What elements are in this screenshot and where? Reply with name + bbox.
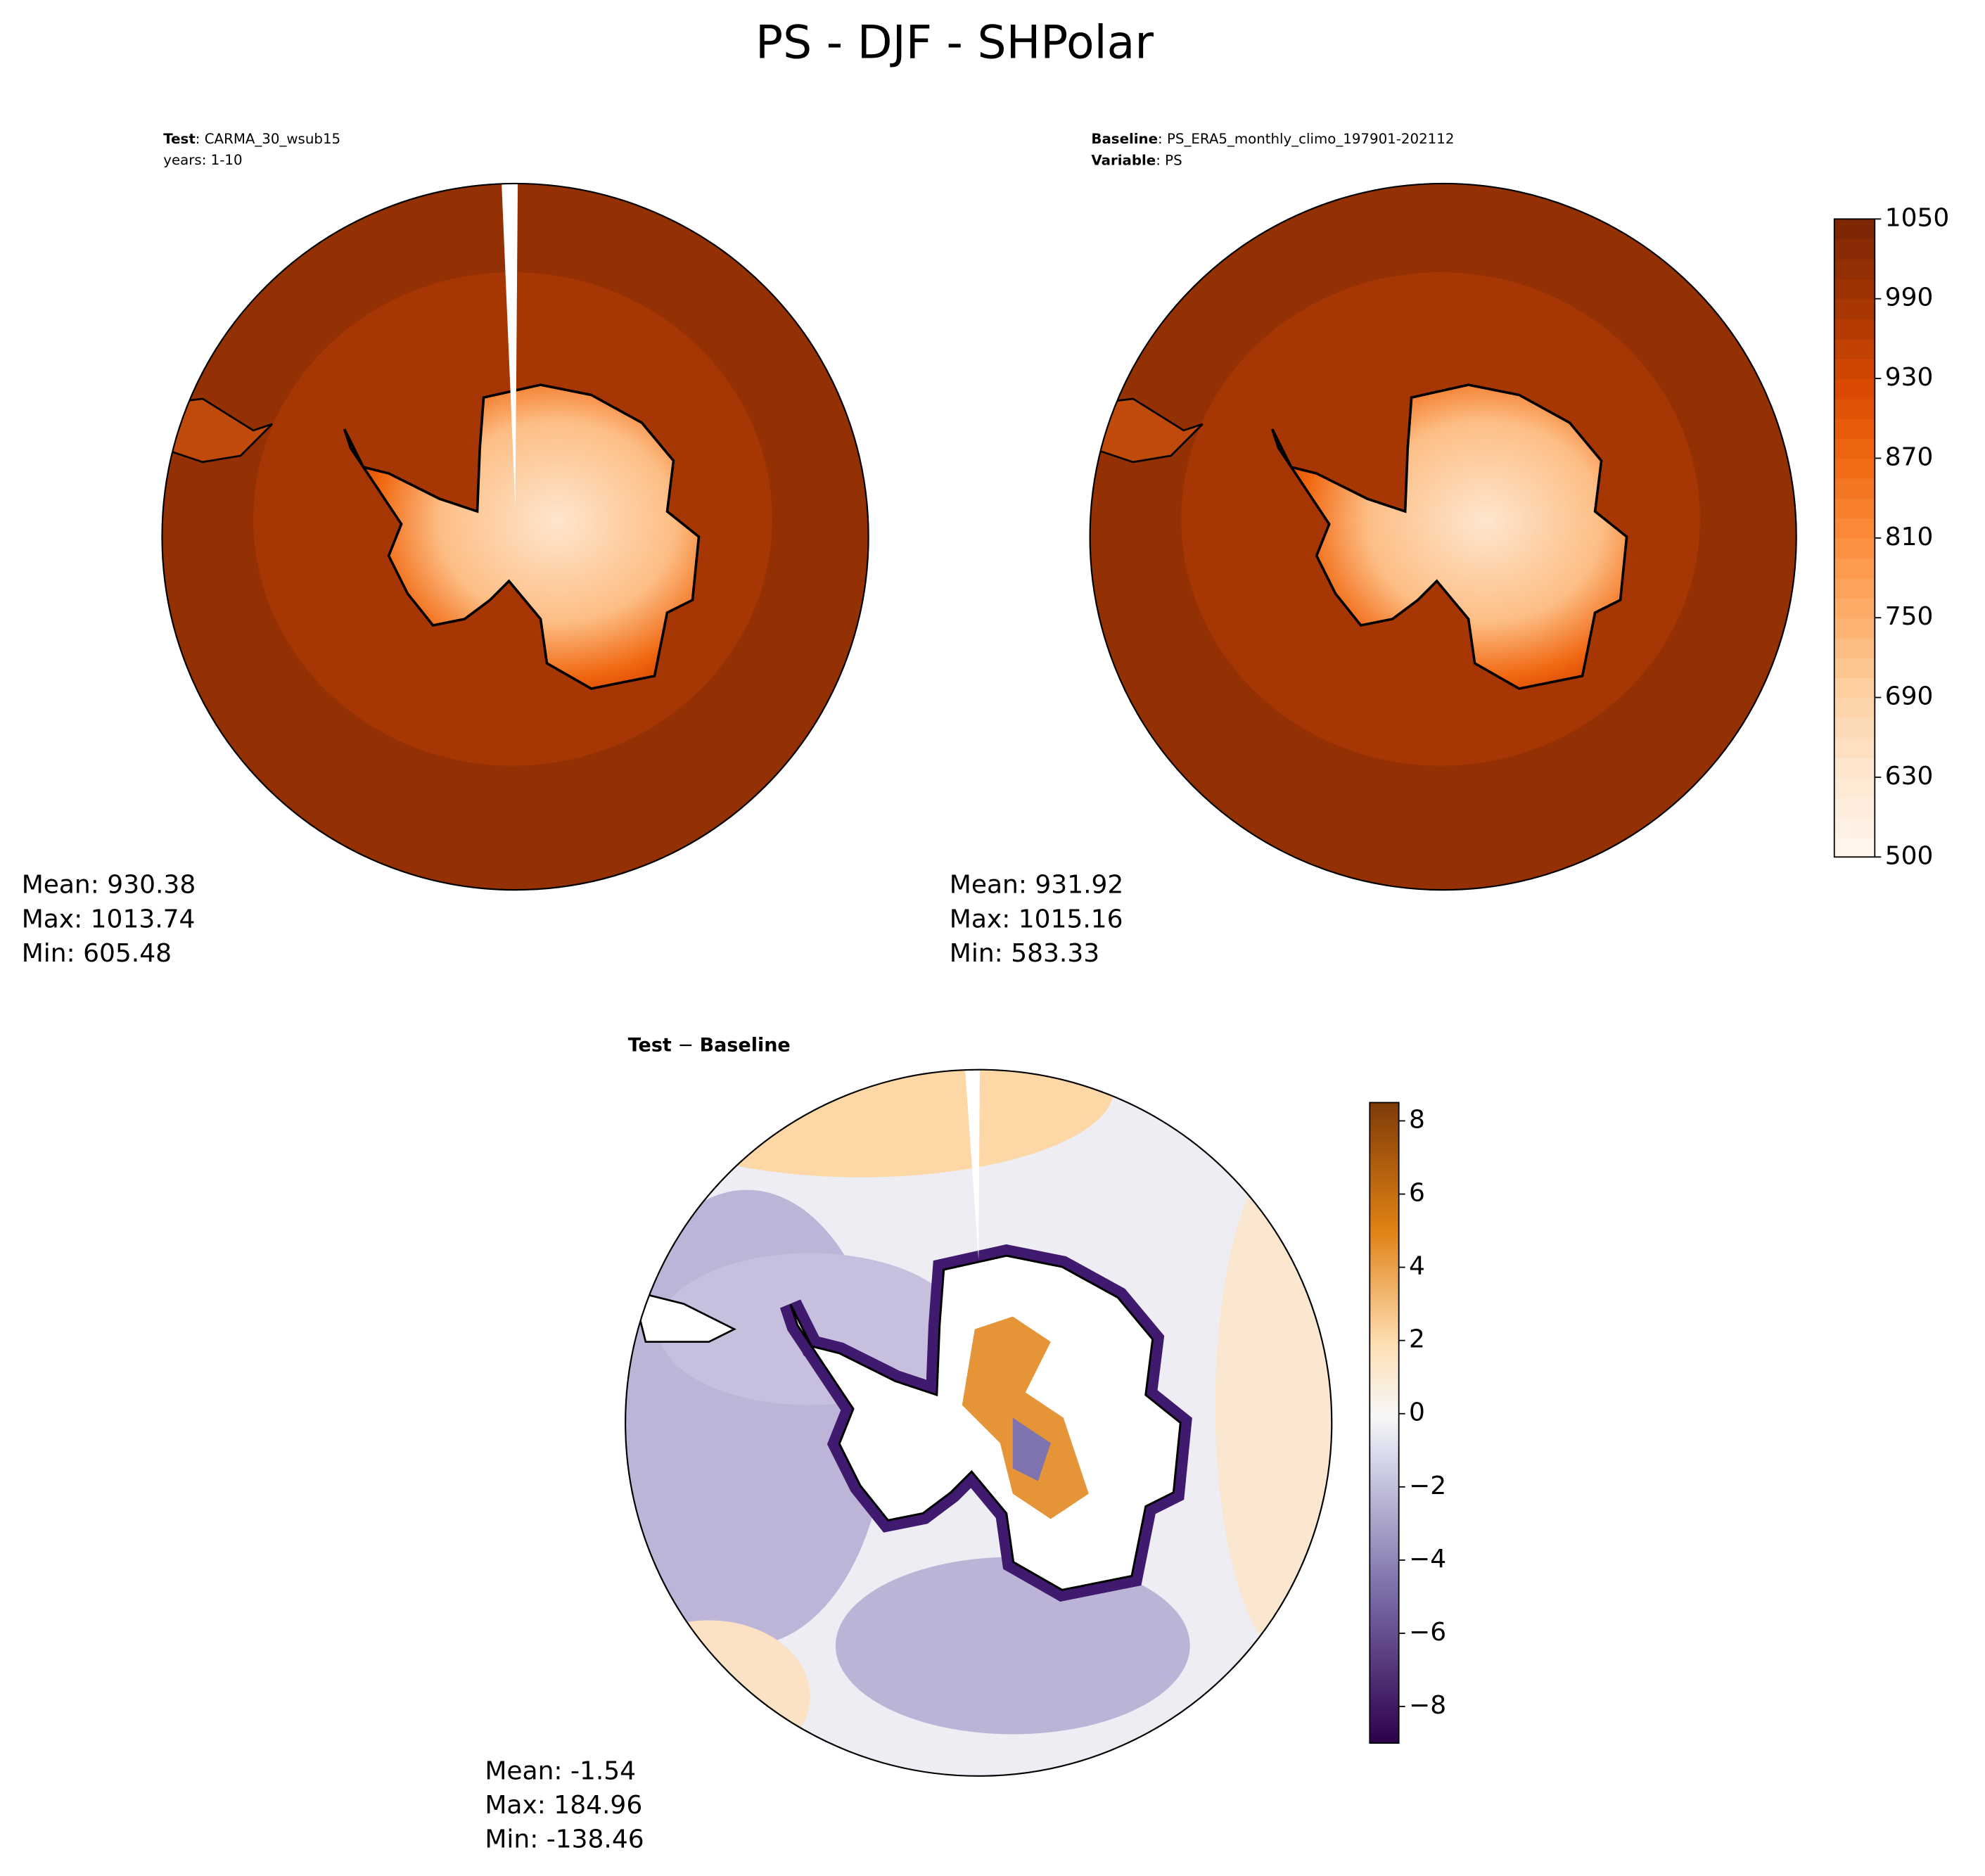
colorbar-band [1834,836,1875,858]
colorbar-band [1834,378,1875,400]
subheading-bold: Variable [1091,152,1156,168]
stat-mean: Mean: 930.38 [22,871,196,900]
colorbar-tick-label: 990 [1885,283,1934,312]
colorbar-tick-label: 500 [1885,841,1934,870]
colorbar-band [1834,558,1875,579]
colorbar-tick-label: 930 [1885,363,1934,392]
colorbar-tick-label: 0 [1409,1398,1425,1427]
map-frame [625,1068,1333,1777]
colorbar-tick-label: 750 [1885,602,1934,631]
heading-bold: Test [163,130,196,146]
colorbar-band [1834,478,1875,499]
colorbar-band [1834,338,1875,359]
heading-text: : CARMA_30_wsub15 [196,130,340,146]
colorbar-band [1834,498,1875,519]
colorbar-band [1834,677,1875,698]
heading-bold: Baseline [700,1034,791,1056]
panel-heading: Test − Baseline [628,1034,791,1056]
colorbar-band [1834,418,1875,440]
colorbar-band [1834,518,1875,539]
colorbar-band [1834,637,1875,658]
colorbar [1834,219,1875,858]
colorbar-tick-label: 1050 [1885,203,1950,232]
colorbar-band [1834,618,1875,639]
stat-min: Min: -138.46 [485,1825,644,1854]
map-frame [1089,182,1797,891]
colorbar-tick-label: 4 [1409,1252,1425,1281]
colorbar-band [1834,777,1875,798]
heading-bold: Test [628,1034,672,1056]
colorbar-band [1834,817,1875,838]
colorbar-band [1834,438,1875,459]
colorbar-tick-label: −2 [1409,1472,1446,1500]
panel-heading: Test: CARMA_30_wsub15 [163,130,340,146]
colorbar-band [1834,319,1875,340]
figure-title: PS - DJF - SHPolar [755,16,1154,69]
colorbar-band [1834,717,1875,739]
map [162,183,869,891]
colorbar-tick-label: 8 [1409,1105,1425,1134]
colorbar-band [1834,398,1875,419]
colorbar-fill [1370,1102,1399,1744]
stat-mean: Mean: -1.54 [485,1756,636,1785]
panel-subheading: years: 1-10 [163,152,242,168]
colorbar-band [1834,537,1875,559]
colorbar-tick-label: 870 [1885,442,1934,471]
map-frame [161,182,869,891]
colorbar-band [1834,358,1875,379]
colorbar-tick-label: 690 [1885,682,1934,711]
colorbar-tick-label: 2 [1409,1325,1425,1354]
colorbar-tick-label: 630 [1885,762,1934,791]
colorbar-band [1834,458,1875,479]
colorbar-band [1834,279,1875,300]
colorbar-band [1834,259,1875,280]
colorbar-tick-label: −6 [1409,1618,1446,1647]
panel-subheading: Variable: PS [1091,152,1182,168]
map [625,1069,1332,1776]
colorbar-band [1834,757,1875,778]
stat-max: Max: 1013.74 [22,905,196,933]
map [1090,183,1796,891]
colorbar-band [1834,697,1875,718]
colorbar-tick-label: −8 [1409,1691,1446,1720]
colorbar-tick-label: −4 [1409,1545,1446,1574]
stat-min: Min: 583.33 [950,939,1099,968]
heading-bold: Baseline [1091,130,1158,146]
colorbar-band [1834,578,1875,599]
stat-min: Min: 605.48 [22,939,172,968]
panel-heading: Baseline: PS_ERA5_monthly_climo_197901-2… [1091,130,1454,146]
subheading-text: : PS [1156,152,1182,168]
colorbar-band [1834,797,1875,818]
colorbar-band [1834,737,1875,758]
colorbar-band [1834,597,1875,619]
stat-mean: Mean: 931.92 [950,871,1124,900]
heading-text: − [672,1034,700,1056]
colorbar-band [1834,219,1875,240]
colorbar-band [1834,238,1875,260]
colorbar-band [1834,298,1875,319]
colorbar-frame [1369,1102,1400,1744]
stat-max: Max: 184.96 [485,1791,642,1820]
colorbar-band [1834,657,1875,679]
heading-text: : PS_ERA5_monthly_climo_197901-202112 [1158,130,1454,146]
colorbar-tick-label: 6 [1409,1179,1425,1208]
colorbar-tick-label: 810 [1885,523,1934,551]
stat-max: Max: 1015.16 [950,905,1123,933]
